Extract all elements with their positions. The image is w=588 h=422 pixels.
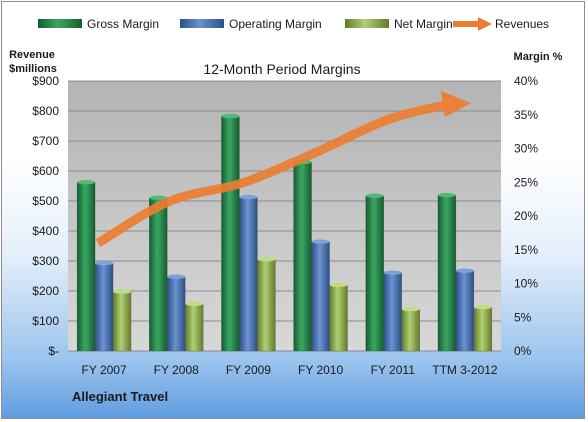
bar-top-cap xyxy=(365,193,384,198)
bar-gross-margin xyxy=(76,182,96,352)
y-left-label-line1: Revenue xyxy=(9,49,55,61)
x-tick-labels: FY 2007 FY 2008 FY 2009 FY 2010 FY 2011 TTM 3… xyxy=(82,363,498,377)
bar-gross-margin xyxy=(365,195,384,352)
y-right-tick-label: 35% xyxy=(514,108,538,122)
legend-swatch xyxy=(180,19,224,28)
bar-operating-margin xyxy=(383,272,402,352)
legend-label: Revenues xyxy=(495,17,549,31)
bars-group xyxy=(76,113,493,352)
bar-top-cap xyxy=(167,274,186,279)
bar-operating-margin xyxy=(455,270,475,352)
x-tick-label: FY 2011 xyxy=(371,363,416,377)
bar-operating-margin xyxy=(239,196,258,352)
y-right-tick-label: 5% xyxy=(514,310,532,324)
x-tick-label: TTM 3-2012 xyxy=(432,363,498,377)
y-left-tick-label: $700 xyxy=(32,134,59,148)
legend-swatch-arrowhead xyxy=(478,17,492,31)
bar-top-cap xyxy=(473,304,492,310)
bar-top-cap xyxy=(257,257,276,262)
legend-label: Net Margin xyxy=(394,17,453,31)
y-left-tick-label: $300 xyxy=(32,254,59,268)
y-left-tick-label: $100 xyxy=(32,314,59,328)
y-right-tick-label: 20% xyxy=(514,209,538,223)
x-tick-label: FY 2008 xyxy=(154,363,199,377)
bar-top-cap xyxy=(401,306,420,312)
bar-top-cap xyxy=(455,268,474,273)
y-left-tick-label: $400 xyxy=(32,224,59,238)
legend-swatch xyxy=(345,19,389,28)
x-tick-label: FY 2010 xyxy=(298,363,343,377)
y-right-tick-label: 0% xyxy=(514,344,532,358)
bar-net-margin xyxy=(257,258,276,352)
y-left-tick-label: $500 xyxy=(32,194,59,208)
revenue-line-group xyxy=(95,91,471,247)
bar-operating-margin xyxy=(94,263,114,352)
bar-top-cap xyxy=(95,261,114,266)
y-right-tick-label: 10% xyxy=(514,277,538,291)
bar-top-cap xyxy=(149,195,168,200)
bar-top-cap xyxy=(113,289,132,294)
bar-net-margin xyxy=(112,291,132,352)
bar-net-margin xyxy=(329,284,348,352)
bar-net-margin xyxy=(473,306,493,352)
y-right-ticks: 0% 5% 10% 15% 20% 25% 30% 35% 40% xyxy=(514,74,538,358)
bar-top-cap xyxy=(383,270,402,275)
y-right-label: Margin % xyxy=(514,51,563,63)
bar-operating-margin xyxy=(311,241,330,352)
bar-net-margin xyxy=(401,308,420,352)
bar-top-cap xyxy=(77,180,96,185)
chart-title: 12-Month Period Margins xyxy=(203,61,360,77)
bar-gross-margin xyxy=(293,161,312,352)
legend-swatch xyxy=(38,19,82,28)
x-tick-label: FY 2007 xyxy=(82,363,127,377)
x-tick-label: FY 2009 xyxy=(226,363,271,377)
y-right-tick-label: 30% xyxy=(514,142,538,156)
bar-top-cap xyxy=(437,192,456,198)
bar-top-cap xyxy=(329,282,348,288)
y-right-tick-label: 40% xyxy=(514,74,538,88)
y-left-tick-label: $800 xyxy=(32,104,59,118)
bar-net-margin xyxy=(185,303,204,352)
legend-label: Gross Margin xyxy=(87,17,159,31)
y-left-label-line2: $millions xyxy=(9,63,57,75)
revenue-line xyxy=(95,100,447,247)
company-name: Allegiant Travel xyxy=(72,389,168,404)
y-left-tick-label: $600 xyxy=(32,164,59,178)
legend: Gross Margin Operating Margin Net Margin Re… xyxy=(38,17,549,31)
y-left-tick-label: $- xyxy=(48,344,59,358)
y-left-ticks: $- $100 $200 $300 $400 $500 $600 $700 $800 $900 xyxy=(32,74,59,358)
bar-gross-margin xyxy=(221,115,240,352)
y-right-tick-label: 15% xyxy=(514,243,538,257)
bar-top-cap xyxy=(311,239,330,244)
revenue-arrowhead xyxy=(440,91,471,117)
bar-top-cap xyxy=(221,113,240,119)
bar-operating-margin xyxy=(167,276,186,352)
bar-top-cap xyxy=(185,301,204,306)
legend-label: Operating Margin xyxy=(229,17,322,31)
y-right-tick-label: 25% xyxy=(514,175,538,189)
y-left-tick-label: $200 xyxy=(32,284,59,298)
bar-top-cap xyxy=(239,194,258,200)
bar-gross-margin xyxy=(149,197,168,352)
bar-gross-margin xyxy=(437,194,457,352)
y-left-tick-label: $900 xyxy=(32,74,59,88)
